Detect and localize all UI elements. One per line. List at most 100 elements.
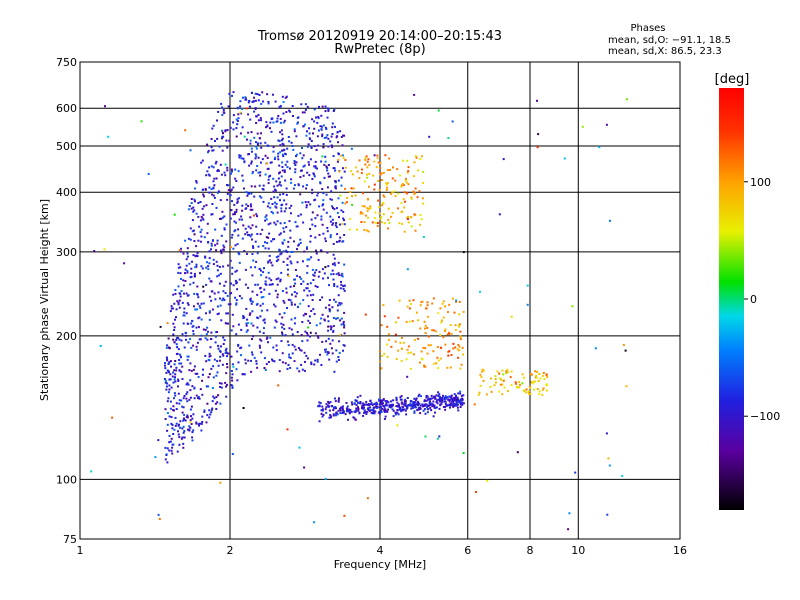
data-point [186,400,189,403]
data-point [211,400,214,403]
data-point [369,409,371,412]
data-point [222,336,225,339]
data-point [172,409,175,412]
data-point [334,185,337,188]
data-point [438,393,441,396]
data-point [431,302,434,305]
data-point [282,323,285,326]
data-point [322,143,325,146]
data-point [421,405,424,408]
data-point [416,409,419,412]
data-point [342,322,345,325]
data-point [285,193,288,196]
data-point [207,151,209,154]
data-point [200,235,203,238]
data-point [337,399,340,402]
data-point [320,317,323,320]
data-point [247,113,250,116]
data-point [178,402,181,405]
data-point [387,401,390,404]
data-point [174,318,176,321]
data-point [347,418,349,421]
data-point [447,137,450,140]
data-point [165,356,168,359]
data-point [280,271,283,274]
data-point [335,207,338,210]
data-point [175,422,178,425]
data-point [351,173,354,176]
data-point [444,395,447,398]
data-point [205,204,208,207]
data-point [244,268,247,271]
data-point [216,239,219,242]
data-point [198,424,200,427]
data-point [304,123,306,126]
data-point [287,364,290,366]
data-point [346,407,348,410]
data-point [299,213,302,216]
data-point [180,339,183,342]
data-point [261,302,264,305]
data-point [367,207,370,210]
data-point [332,253,335,256]
data-point [301,111,304,114]
data-point [231,313,234,316]
data-point [230,355,233,358]
data-point [189,283,192,286]
data-point [363,229,366,231]
data-point [331,306,334,309]
data-point [539,377,542,380]
data-point [206,261,208,264]
data-point [307,201,310,204]
data-point [288,353,291,356]
data-point [177,271,180,274]
data-point [501,383,504,386]
data-point [260,146,263,149]
data-point [332,222,335,225]
data-point [321,268,324,271]
data-point [247,153,250,156]
data-point [183,418,186,421]
data-point [419,327,422,330]
data-point [200,302,203,305]
data-point [256,142,259,145]
data-point [284,152,287,155]
data-point [343,324,346,327]
data-point [221,216,224,219]
data-point [321,188,324,190]
data-point [281,241,284,244]
data-point [545,373,548,376]
data-point [357,408,360,410]
data-point [343,284,346,287]
data-point [401,210,404,213]
data-point [419,158,422,161]
data-point [214,162,217,165]
data-point [195,180,198,182]
data-point [387,227,390,230]
data-point [187,383,190,386]
data-point [192,368,195,371]
data-point [285,207,287,210]
data-point [364,411,367,414]
data-point [222,297,225,300]
data-point [251,101,254,103]
data-point [459,323,461,326]
data-point [177,303,180,306]
data-point [395,399,398,401]
data-point [413,401,416,404]
data-point [310,361,313,364]
data-point [193,209,196,212]
data-point [246,318,249,321]
data-point [334,397,336,400]
data-point [449,406,451,409]
data-point [257,113,260,116]
data-point [500,378,503,381]
data-point [364,156,367,159]
data-point [383,352,386,355]
data-point [439,404,442,407]
data-point [262,184,265,187]
data-points [90,91,628,531]
data-point [344,159,347,161]
data-point [437,395,440,398]
